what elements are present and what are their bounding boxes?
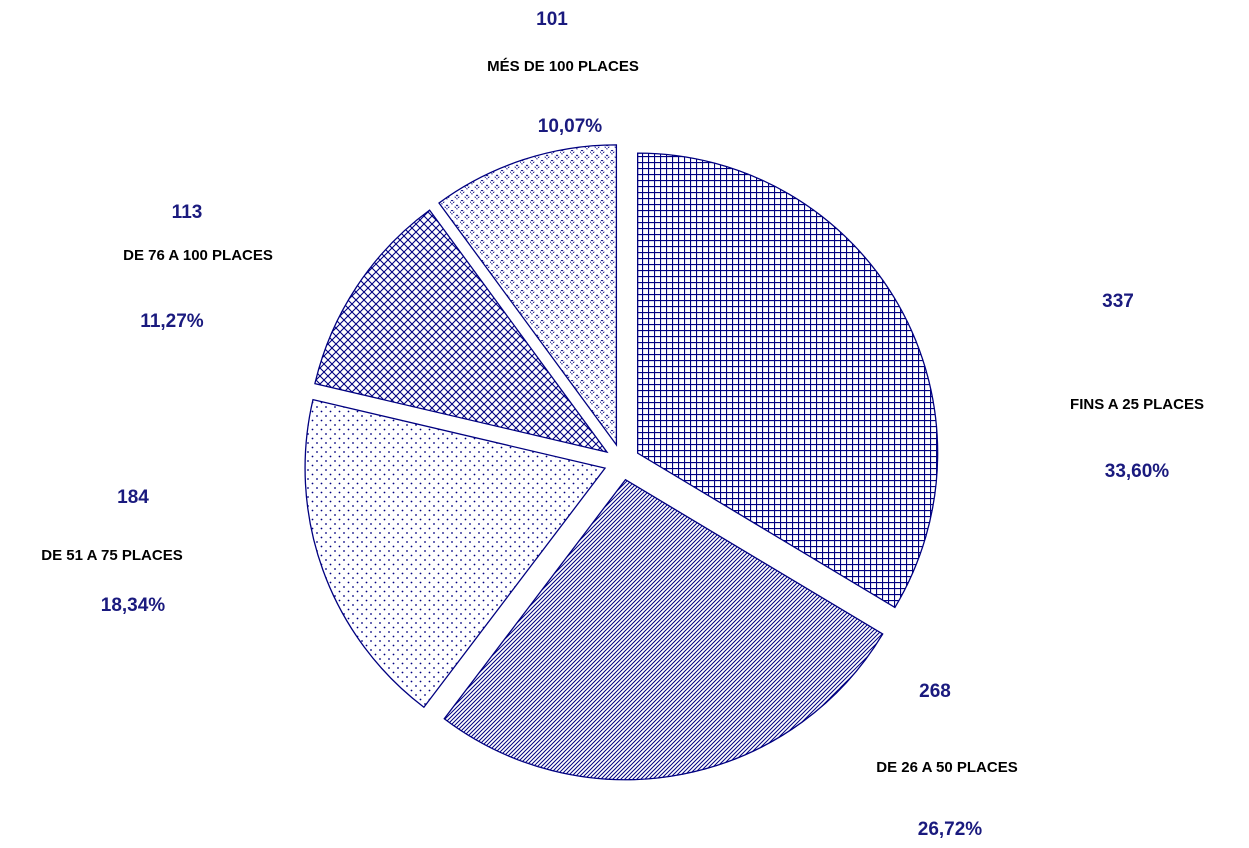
- category-label: FINS A 25 PLACES: [1070, 396, 1204, 413]
- percent-label: 10,07%: [538, 116, 603, 137]
- value-label: 337: [1102, 291, 1134, 312]
- value-label: 268: [919, 681, 951, 702]
- value-label: 101: [536, 9, 568, 30]
- pie-slice: [314, 209, 609, 454]
- pie-slice: [304, 398, 607, 709]
- pie-slice: [443, 478, 884, 781]
- value-label: 113: [172, 202, 203, 223]
- category-label: DE 76 A 100 PLACES: [123, 247, 273, 264]
- category-label: DE 26 A 50 PLACES: [876, 759, 1017, 776]
- value-label: 184: [117, 487, 149, 508]
- percent-label: 33,60%: [1105, 461, 1170, 482]
- category-label: DE 51 A 75 PLACES: [41, 547, 182, 564]
- pie-slice: [637, 152, 939, 609]
- pie-slice: [438, 144, 618, 447]
- percent-label: 26,72%: [918, 819, 983, 840]
- category-label: MÉS DE 100 PLACES: [487, 58, 639, 75]
- percent-label: 18,34%: [101, 595, 166, 616]
- percent-label: 11,27%: [140, 311, 203, 332]
